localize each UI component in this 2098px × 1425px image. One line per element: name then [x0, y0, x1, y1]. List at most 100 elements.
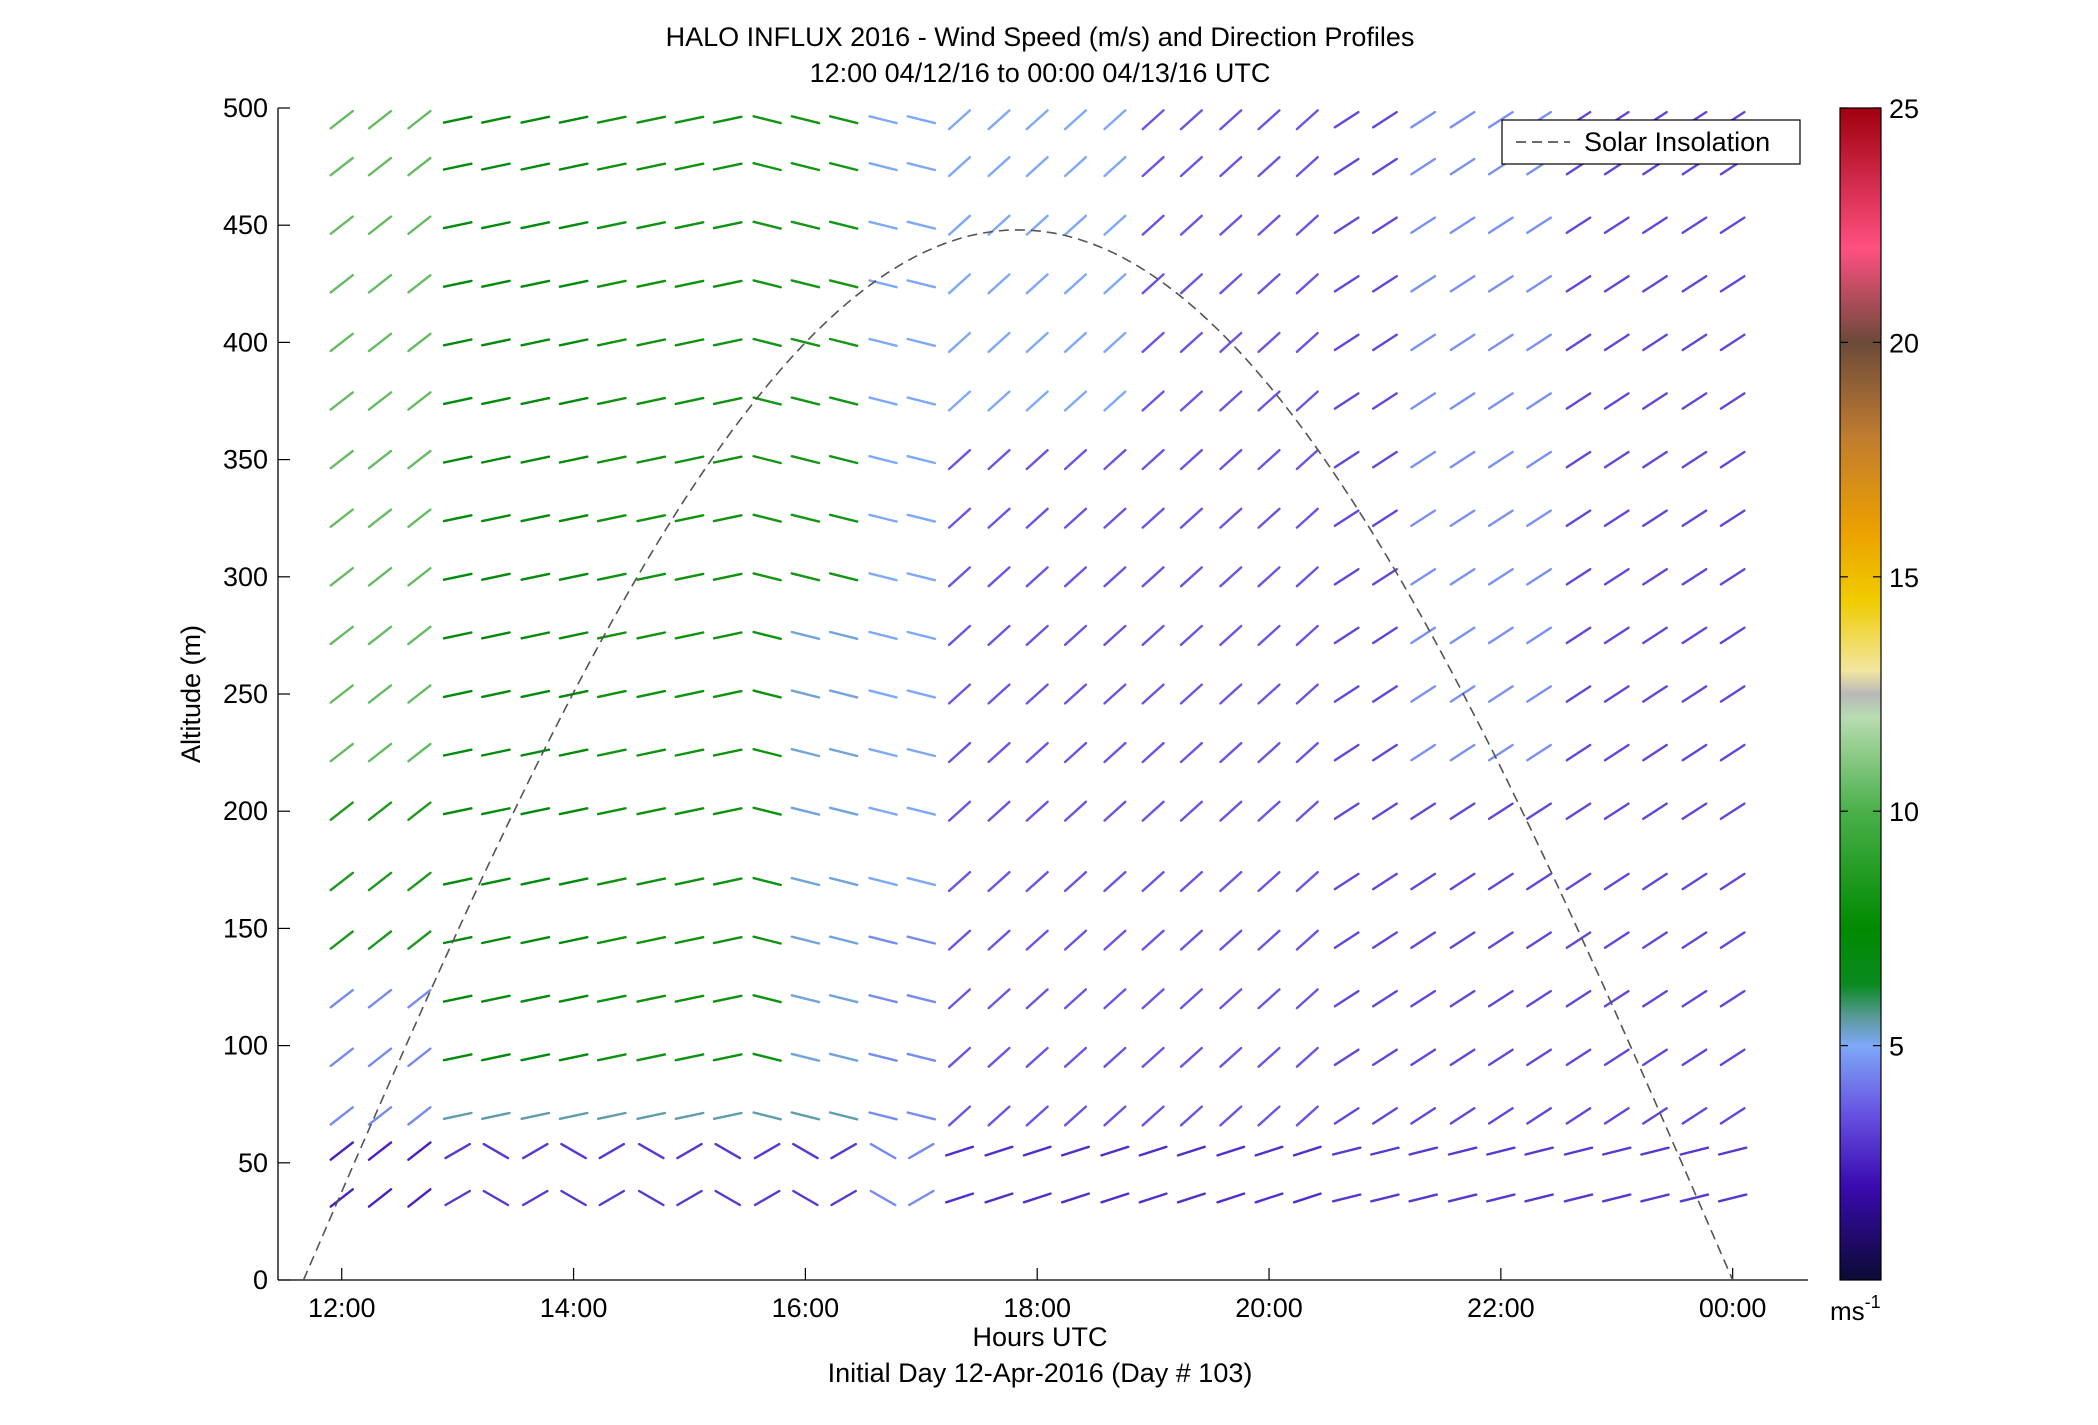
- wind-barb: [674, 572, 705, 581]
- wind-barb: [1025, 109, 1049, 131]
- wind-barb: [1025, 742, 1049, 764]
- wind-barb: [906, 748, 937, 758]
- wind-barb: [1487, 392, 1514, 410]
- wind-barb: [1449, 509, 1476, 527]
- wind-barb: [676, 1142, 703, 1160]
- wind-barb: [1526, 275, 1553, 293]
- wind-barb: [636, 631, 667, 640]
- wind-barb: [790, 513, 821, 523]
- wind-barb: [1642, 333, 1668, 352]
- wind-barb: [1103, 800, 1127, 822]
- wind-barb: [1063, 742, 1088, 764]
- wind-barb: [1025, 214, 1049, 236]
- wind-barb: [1603, 802, 1630, 820]
- wind-barb: [987, 449, 1011, 471]
- wind-barb: [1100, 1145, 1130, 1157]
- wind-barb: [1565, 216, 1592, 235]
- wind-barb: [329, 215, 354, 236]
- wind-barb: [1486, 1193, 1516, 1203]
- wind-barb: [752, 337, 782, 347]
- wind-barb: [1103, 1105, 1127, 1127]
- wind-barb: [1486, 1146, 1516, 1156]
- wind-barb: [947, 390, 972, 412]
- wind-barb: [947, 507, 972, 529]
- wind-barb: [830, 1189, 857, 1207]
- wind-barb: [1219, 155, 1243, 178]
- wind-barb: [752, 572, 782, 582]
- wind-barb: [596, 514, 627, 523]
- wind-barb: [520, 221, 551, 230]
- wind-barb: [1179, 800, 1204, 822]
- wind-barb: [1103, 390, 1127, 412]
- wind-barb: [1219, 109, 1243, 131]
- wind-barb: [1295, 683, 1319, 705]
- wind-barb: [1179, 1105, 1204, 1127]
- wind-barb: [1103, 683, 1127, 705]
- wind-barb: [407, 684, 432, 704]
- wind-barb: [481, 807, 511, 816]
- wind-barb: [1410, 743, 1437, 762]
- wind-barb: [1487, 333, 1514, 352]
- wind-barb: [1449, 1107, 1476, 1125]
- wind-barb: [1219, 507, 1243, 529]
- wind-barb: [1179, 273, 1204, 295]
- wind-barb: [1410, 392, 1437, 410]
- wind-barb: [1526, 743, 1553, 762]
- wind-barb: [596, 162, 627, 171]
- wind-barb: [407, 215, 432, 236]
- wind-barb: [868, 279, 898, 289]
- wind-barb: [1333, 275, 1360, 293]
- wind-barb: [790, 994, 821, 1004]
- y-tick-label: 450: [223, 210, 268, 240]
- wind-barb: [674, 514, 705, 523]
- wind-barb: [674, 338, 705, 347]
- wind-barb: [1681, 931, 1708, 949]
- wind-barb: [1025, 624, 1049, 646]
- wind-barb: [868, 220, 898, 230]
- wind-barb: [1025, 988, 1049, 1010]
- wind-barb: [987, 566, 1011, 588]
- wind-barb: [1219, 1105, 1243, 1127]
- wind-barb: [1333, 216, 1360, 235]
- wind-barb: [1257, 390, 1281, 412]
- wind-barb: [868, 994, 898, 1004]
- wind-barb: [1295, 929, 1319, 951]
- wind-barb: [1449, 110, 1476, 129]
- colorbar-ticks: 5 10 15 20 25: [1840, 94, 1919, 1062]
- wind-barb: [947, 155, 972, 178]
- wind-barb: [752, 455, 782, 465]
- x-tick-label: 22:00: [1467, 1293, 1535, 1323]
- wind-barb: [1681, 872, 1708, 891]
- wind-barb: [367, 567, 393, 587]
- wind-barb: [1565, 743, 1592, 762]
- wind-barb: [481, 115, 511, 124]
- wind-barb: [329, 625, 354, 646]
- wind-barb: [712, 338, 743, 347]
- wind-barb: [636, 221, 667, 230]
- wind-barb: [1410, 802, 1437, 820]
- wind-barb: [1333, 685, 1360, 703]
- wind-barb: [1295, 988, 1319, 1010]
- wind-barb: [1063, 109, 1088, 131]
- wind-barb: [1526, 626, 1553, 645]
- wind-barb: [868, 748, 898, 758]
- wind-barb: [558, 877, 589, 886]
- wind-barb: [712, 994, 743, 1003]
- wind-barb: [1681, 392, 1708, 410]
- wind-barb: [674, 162, 705, 171]
- wind-barb: [1025, 507, 1049, 529]
- wind-barb: [1025, 929, 1049, 951]
- wind-barb: [1642, 685, 1668, 703]
- wind-barb: [790, 337, 821, 347]
- wind-barb: [596, 115, 627, 124]
- wind-barb: [1371, 333, 1398, 352]
- wind-barb: [1219, 214, 1243, 236]
- wind-barb: [1719, 568, 1746, 586]
- wind-barb: [1333, 743, 1360, 762]
- wind-barb: [1257, 331, 1281, 353]
- wind-barb: [1141, 683, 1165, 705]
- wind-barb: [481, 338, 511, 347]
- wind-barb: [558, 994, 589, 1003]
- wind-barb: [1681, 1107, 1708, 1125]
- wind-barb: [1141, 929, 1165, 951]
